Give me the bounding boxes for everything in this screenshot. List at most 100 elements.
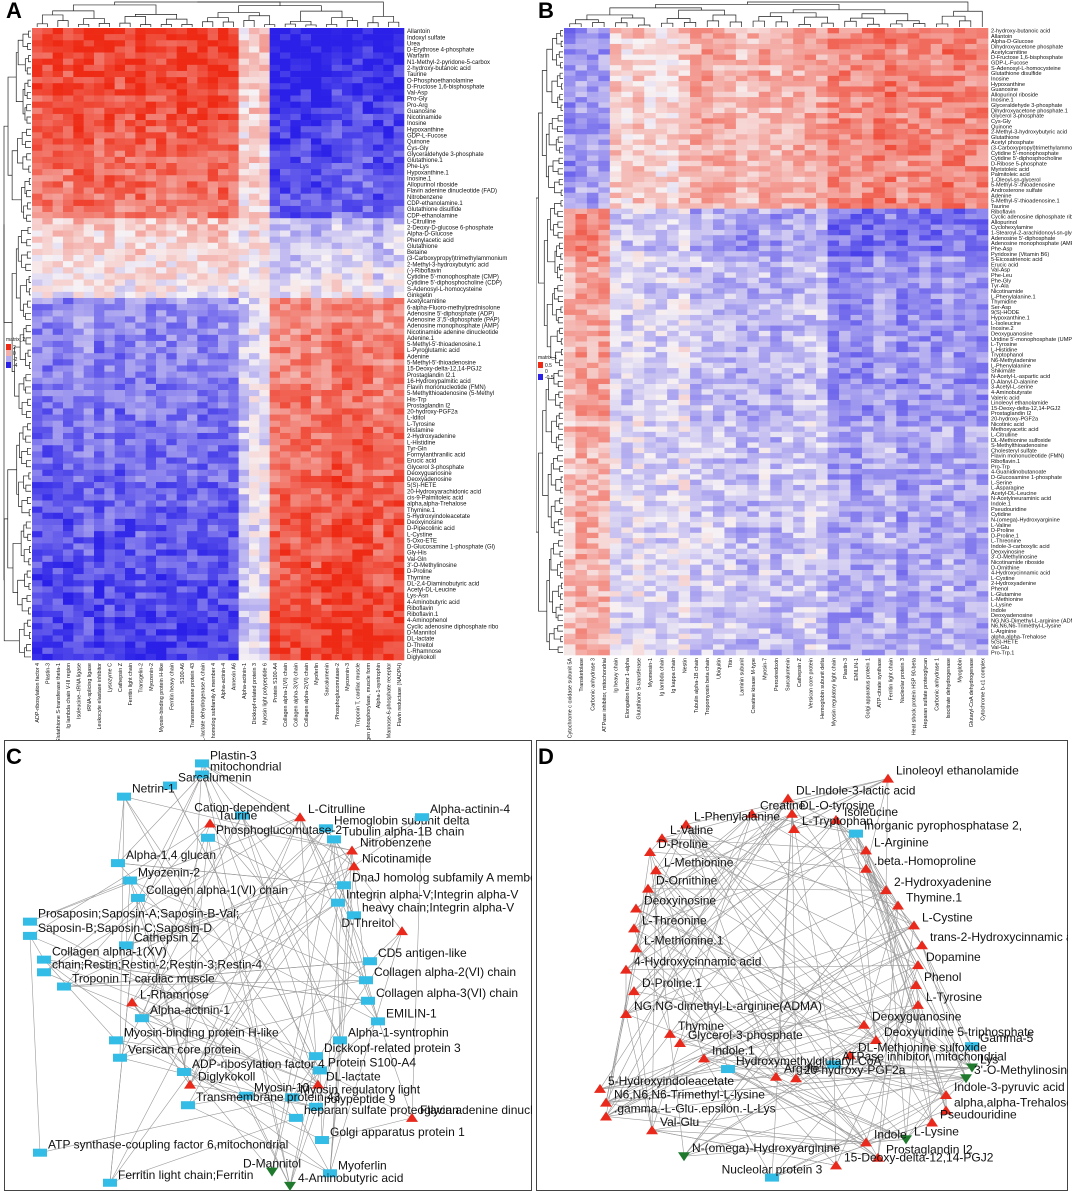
heatmap-cell <box>965 38 977 45</box>
heatmap-cell <box>280 248 291 256</box>
heatmap-cell <box>166 426 177 434</box>
heatmap-cell <box>238 641 250 649</box>
heatmap-cell <box>383 359 394 366</box>
heatmap-cell <box>712 86 725 93</box>
heatmap-cell <box>249 83 260 90</box>
heatmap-cell <box>976 144 989 151</box>
heatmap-cell <box>125 162 136 170</box>
heatmap-cell <box>42 451 53 458</box>
heatmap-cell <box>311 83 322 90</box>
heatmap-cell <box>176 304 188 311</box>
heatmap-cell <box>280 83 291 90</box>
heatmap-cell <box>712 70 725 77</box>
heatmap-cell <box>32 212 43 219</box>
heatmap-cell <box>861 144 874 151</box>
heatmap-cell <box>280 531 291 538</box>
heatmap-cell <box>207 537 219 544</box>
heatmap-cell <box>632 187 645 194</box>
heatmap-cell <box>839 160 851 167</box>
heatmap-cell <box>187 549 198 556</box>
heatmap-cell <box>290 512 301 520</box>
heatmap-cell <box>218 169 229 176</box>
heatmap-cell <box>632 102 645 108</box>
heatmap-cell <box>793 59 805 66</box>
heatmap-cell <box>850 128 863 135</box>
heatmap-cell <box>166 144 177 152</box>
heatmap-cell <box>942 91 954 98</box>
heatmap-cell <box>373 107 384 115</box>
heatmap-cell <box>747 38 760 45</box>
heatmap-cell <box>342 144 353 152</box>
heatmap-cell <box>586 28 599 34</box>
heatmap-cell <box>861 59 874 66</box>
heatmap-cell <box>42 475 53 483</box>
heatmap-cell <box>930 155 943 162</box>
heatmap-cell <box>300 230 312 237</box>
heatmap-cell <box>114 322 126 329</box>
heatmap-cell <box>94 580 105 587</box>
heatmap-cell <box>896 59 909 66</box>
heatmap-cell <box>804 75 817 82</box>
row-label: L-Pyroglutamic acid <box>407 348 460 354</box>
heatmap-cell <box>187 598 198 606</box>
heatmap-cell <box>861 160 874 167</box>
heatmap-cell <box>135 494 146 501</box>
heatmap-cell <box>218 371 229 379</box>
heatmap-cell <box>393 236 405 244</box>
heatmap-cell <box>94 653 105 661</box>
heatmap-cell <box>644 155 656 162</box>
heatmap-cell <box>145 365 157 372</box>
heatmap-cell <box>724 70 737 77</box>
heatmap-cell <box>269 304 281 311</box>
heatmap-cell <box>598 187 611 194</box>
heatmap-cell <box>907 86 920 93</box>
heatmap-cell <box>249 126 260 133</box>
column-label: Alpha-actinin-4 <box>221 663 227 699</box>
heatmap-cell <box>311 420 322 428</box>
heatmap-cell <box>94 396 105 403</box>
heatmap-cell <box>290 273 301 280</box>
heatmap-cell <box>930 150 943 156</box>
heatmap-cell <box>228 494 239 501</box>
heatmap-cell <box>942 155 954 162</box>
heatmap-cell <box>781 97 794 103</box>
heatmap-cell <box>114 248 126 256</box>
heatmap-cell <box>850 86 863 93</box>
heatmap-cell <box>259 537 270 544</box>
heatmap-cell <box>300 494 312 501</box>
heatmap-cell <box>197 641 208 649</box>
heatmap-cell <box>94 383 105 391</box>
heatmap-cell <box>218 574 229 581</box>
heatmap-cell <box>228 218 239 225</box>
heatmap-cell <box>300 144 312 152</box>
heatmap-cell <box>816 81 828 87</box>
heatmap-cell <box>135 101 146 109</box>
heatmap-cell <box>228 89 239 96</box>
heatmap-cell <box>383 623 394 630</box>
heatmap-cell <box>249 653 260 661</box>
heatmap-cell <box>218 426 229 434</box>
heatmap-cell <box>156 623 167 630</box>
heatmap-cell <box>667 160 679 167</box>
heatmap-cell <box>104 181 115 188</box>
heatmap-cell <box>280 457 291 464</box>
heatmap-cell <box>352 475 363 483</box>
heatmap-cell <box>187 95 198 102</box>
heatmap-cell <box>269 316 281 323</box>
heatmap-cell <box>176 567 188 575</box>
heatmap-cell <box>187 248 198 256</box>
heatmap-cell <box>953 91 966 98</box>
heatmap-cell <box>331 322 343 329</box>
heatmap-cell <box>609 65 622 71</box>
heatmap-cell <box>104 420 115 428</box>
heatmap-cell <box>104 469 115 477</box>
heatmap-cell <box>63 555 74 563</box>
heatmap-cell <box>586 128 599 135</box>
row-label: Formylanthranilic acid <box>407 453 465 459</box>
heatmap-cell <box>249 70 260 78</box>
heatmap-cell <box>373 347 384 354</box>
heatmap-cell <box>758 182 771 188</box>
heatmap-cell <box>321 549 332 556</box>
heatmap-cell <box>114 574 126 581</box>
heatmap-cell <box>83 199 95 207</box>
